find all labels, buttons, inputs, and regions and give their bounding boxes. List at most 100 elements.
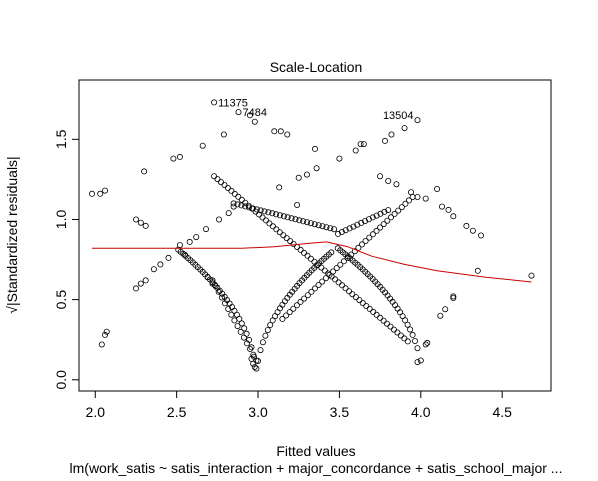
data-point [231,317,238,324]
data-point [253,357,260,364]
data-point [335,279,342,286]
data-point [354,221,361,228]
data-point [242,203,249,210]
data-point [243,340,250,347]
data-point [271,128,278,135]
data-point [404,321,411,328]
data-point [331,226,338,233]
data-point [385,207,392,214]
data-point [257,347,264,354]
data-point [401,335,408,342]
data-point [366,234,373,241]
data-point [450,294,457,301]
data-point [352,294,359,301]
data-point [321,267,328,274]
data-point [422,341,429,348]
data-point [277,128,284,135]
data-point [393,181,400,188]
data-point [326,271,333,278]
data-point [253,206,260,213]
data-point [294,201,301,208]
data-point [402,200,409,207]
data-point [350,223,357,230]
data-point [469,227,476,234]
data-point [265,209,272,216]
x-tick-label: 3.5 [330,404,350,420]
data-point [262,217,269,224]
data-point [373,227,380,234]
point-label: 7484 [243,107,267,119]
data-point [315,281,322,288]
data-point [225,210,232,217]
data-point [348,251,355,258]
x-tick-label: 4.0 [411,404,431,420]
data-point [377,173,384,180]
data-point [340,258,347,265]
data-point [332,276,339,283]
data-point [377,210,384,217]
data-point [358,219,365,226]
data-point [294,243,301,250]
data-point [262,332,269,339]
data-point [186,238,193,245]
y-tick-label: 1.5 [53,129,69,149]
data-point [202,226,209,233]
data-point [102,187,109,194]
data-point [240,334,247,341]
data-point [248,344,255,351]
data-point [437,312,444,319]
data-point [308,288,315,295]
data-point [445,206,452,213]
data-point [450,293,457,300]
data-point [141,168,148,175]
data-point [370,308,377,315]
data-point [247,345,254,352]
data-point [224,184,231,191]
data-point [313,165,320,172]
data-point [212,283,219,290]
data-point [323,224,330,231]
data-point [274,309,281,316]
data-point [401,125,408,132]
data-point [438,203,445,210]
data-point [220,131,227,138]
data-point [97,190,104,197]
data-point [267,321,274,328]
data-point [411,337,418,344]
data-point [142,277,149,284]
data-point [369,231,376,238]
data-point [137,280,144,287]
data-point [414,345,421,352]
data-point [276,212,283,219]
data-point [349,291,356,298]
data-point [259,339,266,346]
y-tick-label: 1.0 [53,210,69,230]
point-label: 11375 [218,97,248,109]
data-point [342,227,349,234]
data-point [311,145,318,152]
data-point [339,282,346,289]
data-point [150,266,157,273]
data-point [338,228,345,235]
data-point [215,288,222,295]
data-point [264,327,271,334]
data-point [422,195,429,202]
data-point [304,219,311,226]
data-point [365,216,372,223]
data-point [345,288,352,295]
data-point [311,221,318,228]
data-point [325,270,332,277]
data-point [266,220,273,227]
data-point [380,221,387,228]
plot-frame [78,79,552,392]
data-point [395,207,402,214]
data-point [307,220,314,227]
data-point [383,320,390,327]
data-point [304,292,311,299]
data-point [377,224,384,231]
data-point [356,297,363,304]
data-point [409,331,416,338]
data-point [330,268,337,275]
data-point [373,311,380,318]
data-point [414,359,421,366]
